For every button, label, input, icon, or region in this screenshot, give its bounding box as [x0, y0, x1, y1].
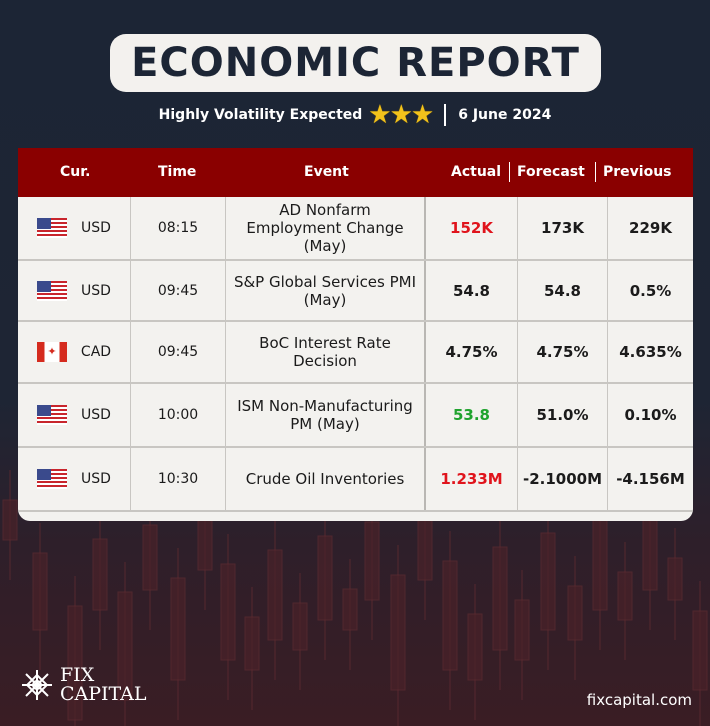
time-cell: 09:45: [130, 322, 225, 382]
us-flag-icon: [37, 405, 68, 425]
currency-cell: ✦ CAD: [18, 322, 130, 382]
forecast-cell: 51.0%: [517, 384, 607, 446]
actual-cell: 4.75%: [424, 322, 517, 382]
currency-code: USD: [81, 282, 111, 299]
us-flag-icon: [37, 469, 68, 489]
event-cell: ISM Non-Manufacturing PM (May): [225, 384, 424, 446]
time-cell: 09:45: [130, 261, 225, 320]
col-event: Event: [304, 164, 349, 180]
candle-body: [442, 560, 458, 671]
candle-body: [492, 546, 508, 651]
candle-body: [2, 499, 18, 541]
table-row: USD 10:00 ISM Non-Manufacturing PM (May)…: [18, 384, 693, 448]
currency-code: USD: [81, 407, 111, 423]
currency-code: CAD: [80, 344, 112, 360]
col-currency: Cur.: [60, 164, 91, 180]
event-cell: Crude Oil Inventories: [225, 448, 424, 510]
currency-cell: USD: [18, 197, 130, 259]
actual-cell: 53.8: [424, 384, 517, 446]
candle-body: [364, 521, 380, 601]
table-row: ✦ CAD 09:45 BoC Interest Rate Decision 4.…: [18, 322, 693, 384]
candle-body: [692, 610, 708, 691]
candle-body: [567, 585, 583, 641]
table-header: Cur. Time Event Actual Forecast Previous: [18, 148, 693, 197]
logo-text-line2: CAPITAL: [60, 683, 147, 705]
candle-body: [667, 557, 683, 601]
time-cell: 08:15: [130, 197, 225, 259]
candle-body: [514, 599, 530, 661]
time-cell: 10:30: [130, 448, 225, 510]
page-title: ECONOMIC REPORT: [110, 34, 601, 92]
star-rating-icon: ★★★: [368, 100, 434, 130]
candle-body: [390, 574, 406, 691]
economic-calendar-table: Cur. Time Event Actual Forecast Previous…: [18, 148, 693, 521]
header-divider: [595, 162, 596, 182]
candle-body: [467, 613, 483, 681]
previous-cell: -4.156M: [607, 448, 693, 510]
candle-body: [220, 563, 236, 661]
col-actual: Actual: [451, 164, 502, 180]
subtitle-bar: Highly Volatility Expected ★★★ 6 June 20…: [0, 100, 710, 130]
col-forecast: Forecast: [517, 164, 585, 180]
actual-cell: 1.233M: [424, 448, 517, 510]
event-cell: S&P Global Services PMI (May): [225, 261, 424, 320]
candle-body: [244, 616, 260, 671]
candle-body: [592, 518, 608, 611]
table-row: USD 08:15 AD Nonfarm Employment Change (…: [18, 197, 693, 261]
fix-capital-logo: FIX CAPITAL: [20, 666, 147, 704]
table-row: USD 09:45 S&P Global Services PMI (May) …: [18, 261, 693, 322]
event-cell: AD Nonfarm Employment Change (May): [225, 197, 424, 259]
logo-emblem-icon: [22, 670, 52, 700]
candle-body: [170, 577, 186, 681]
actual-cell: 152K: [424, 197, 517, 259]
candle-body: [342, 588, 358, 631]
currency-cell: USD: [18, 261, 130, 320]
previous-cell: 0.10%: [607, 384, 693, 446]
candle-body: [67, 605, 83, 721]
candle-body: [92, 538, 108, 611]
volatility-label: Highly Volatility Expected: [158, 107, 363, 123]
currency-code: USD: [81, 220, 111, 236]
us-flag-icon: [37, 218, 68, 238]
table-row: USD 10:30 Crude Oil Inventories 1.233M -…: [18, 448, 693, 512]
logo-text-line1: FIX: [60, 664, 95, 686]
time-cell: 10:00: [130, 384, 225, 446]
forecast-cell: 54.8: [517, 261, 607, 320]
currency-code: USD: [81, 471, 111, 487]
col-previous: Previous: [603, 164, 672, 180]
candle-body: [540, 532, 556, 631]
forecast-cell: -2.1000M: [517, 448, 607, 510]
candle-body: [317, 535, 333, 621]
candle-body: [267, 549, 283, 641]
currency-cell: USD: [18, 384, 130, 446]
canada-flag-icon: ✦: [36, 342, 67, 362]
col-time: Time: [158, 164, 197, 180]
previous-cell: 229K: [607, 197, 693, 259]
forecast-cell: 4.75%: [517, 322, 607, 382]
candle-body: [117, 591, 133, 701]
event-cell: BoC Interest Rate Decision: [225, 322, 424, 382]
us-flag-icon: [37, 280, 68, 301]
forecast-cell: 173K: [517, 197, 607, 259]
candle-body: [617, 571, 633, 621]
actual-cell: 54.8: [424, 261, 517, 320]
candle-body: [292, 602, 308, 651]
candle-body: [142, 524, 158, 591]
header-divider: [509, 162, 510, 182]
divider: [444, 104, 447, 126]
currency-cell: USD: [18, 448, 130, 510]
previous-cell: 4.635%: [607, 322, 693, 382]
report-date: 6 June 2024: [458, 107, 552, 123]
candle-body: [32, 552, 48, 631]
website-link[interactable]: fixcapital.com: [586, 691, 692, 709]
previous-cell: 0.5%: [607, 261, 693, 320]
